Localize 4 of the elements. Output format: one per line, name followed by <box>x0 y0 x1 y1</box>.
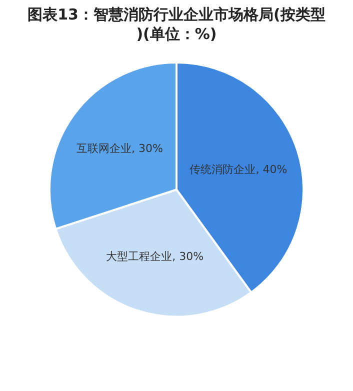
slice-label: 传统消防企业, 40% <box>190 163 288 176</box>
slice-label: 互联网企业, 30% <box>76 142 163 155</box>
chart-title: 图表13：智慧消防行业企业市场格局(按类型)(单位：%) <box>28 6 326 44</box>
slice-label: 大型工程企业, 30% <box>106 250 204 263</box>
